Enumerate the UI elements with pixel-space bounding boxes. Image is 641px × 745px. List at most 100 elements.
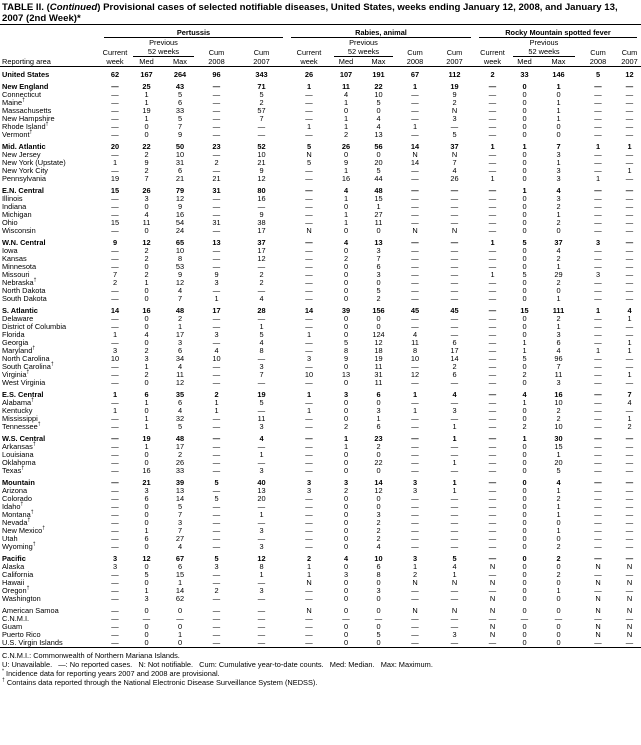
- area-label: Indiana: [2, 202, 27, 211]
- cell-value: 22: [142, 142, 151, 151]
- cell-value: —: [305, 90, 313, 99]
- cell-value: —: [411, 218, 419, 227]
- cell-value: 62: [110, 70, 120, 79]
- table-row: Virginia† — 2 11 — 7 10 13 31 12 6 — 2 11 — 1: [0, 370, 641, 379]
- area-name: E.N. Central: [0, 187, 100, 195]
- area-name: E.S. Central: [0, 391, 100, 399]
- cell-value: —: [411, 458, 419, 467]
- table-row: Michigan — 4 16 — 9 — 1 27 — — — 0 1 — —: [0, 211, 641, 219]
- cell-value: 0: [522, 90, 527, 99]
- cell-value: 1: [522, 398, 527, 407]
- table-row: Maine† — 1 6 — 2 — 1 5 — 2 — 0 1 — —: [0, 98, 641, 107]
- cell-value: —: [450, 218, 459, 227]
- cell-value: —: [488, 166, 497, 175]
- cell-value: 11: [374, 362, 383, 371]
- cell-value: 3: [376, 270, 381, 279]
- table-row: South Dakota —0 7 1 4—0 2— — —0 1— —: [0, 295, 641, 303]
- cell-value: 26: [175, 458, 185, 467]
- area-label: Utah: [2, 534, 18, 543]
- cell-value: 0: [343, 494, 349, 503]
- footnote-star-text: Incidence data for reporting years 2007 …: [6, 669, 220, 678]
- cell-value: 7: [144, 174, 149, 183]
- cell-value: —: [411, 186, 419, 195]
- area-label: Texas: [2, 466, 22, 475]
- table-row: Mid. Atlantic 20 22 50 23 52 5 26 56 14 37 1 1 7 1 1: [0, 143, 641, 151]
- cell-value: —: [111, 262, 119, 271]
- cell-value: —: [594, 338, 602, 347]
- cell-value: —: [625, 114, 634, 123]
- cell-value: —: [111, 518, 119, 527]
- cell-value: —: [594, 218, 602, 227]
- cell-value: 2: [556, 278, 561, 287]
- cell-value: —: [488, 226, 497, 235]
- cell-value: 4: [452, 562, 457, 571]
- cell-value: —: [111, 226, 119, 235]
- cell-value: —: [111, 122, 119, 131]
- area-name: Montana†: [0, 510, 100, 519]
- cell-value: —: [594, 570, 602, 579]
- cell-value: 0: [376, 502, 381, 511]
- cell-value: —: [111, 606, 119, 615]
- cell-value: 0: [522, 378, 527, 387]
- cell-value: —: [625, 270, 634, 279]
- cell-value: 111: [552, 306, 565, 315]
- area-label: Michigan: [2, 210, 32, 219]
- table-row: North Carolina 10 3 34 10 — 3 9 19 10 14 — 5 96 — —: [0, 355, 641, 363]
- cell-value: 4: [259, 338, 264, 347]
- cell-value: 3: [556, 174, 561, 183]
- cell-value: 5: [177, 114, 183, 123]
- cell-value: 8: [343, 346, 349, 355]
- cell-value: —: [450, 614, 459, 623]
- cell-value: 2: [627, 422, 632, 431]
- cell-value: —: [212, 370, 221, 379]
- cell-value: —: [212, 578, 221, 587]
- cell-value: 0: [144, 226, 149, 235]
- cell-value: 0: [522, 226, 527, 235]
- table-row: Ohio 15 11 54 31 38—1 11— — —0 2— —: [0, 219, 641, 227]
- cell-value: —: [411, 98, 419, 107]
- cell-value: 0: [522, 254, 527, 263]
- cell-value: 1: [144, 114, 149, 123]
- cell-value: 0: [177, 622, 183, 631]
- cell-value: 10: [374, 554, 383, 563]
- cell-value: 0: [144, 406, 149, 415]
- cell-value: —: [212, 518, 221, 527]
- area-name: Illinois: [0, 195, 100, 203]
- cell-value: 5: [259, 398, 264, 407]
- area-label: American Samoa: [2, 606, 59, 615]
- current-label: Current: [296, 47, 322, 57]
- cell-value: 0: [522, 246, 527, 255]
- cell-value: N: [306, 150, 312, 159]
- table-row: Pacific 3 12 67 5 12 2 4 10 3 5 — 0 2 — —: [0, 555, 641, 563]
- cell-value: —: [594, 494, 602, 503]
- area-label: Illinois: [2, 194, 23, 203]
- cell-value: 2: [556, 414, 561, 423]
- cell-value: 0: [522, 218, 527, 227]
- cell-value: 4: [452, 166, 457, 175]
- cell-value: 3: [595, 270, 601, 279]
- cell-value: 1: [343, 166, 349, 175]
- cell-value: —: [488, 442, 497, 451]
- cell-value: 1: [343, 210, 349, 219]
- cell-value: 23: [212, 142, 221, 151]
- cell-value: —: [450, 186, 459, 195]
- table-row: Hawaii — 0 1 — — N 0 0 N N N 0 0 N N: [0, 579, 641, 587]
- cell-value: —: [212, 98, 221, 107]
- cell-value: 0: [144, 338, 149, 347]
- cell-value: —: [257, 630, 266, 639]
- cell-value: —: [450, 122, 459, 131]
- cum-label: Cum: [446, 47, 463, 57]
- cell-value: 1: [522, 186, 527, 195]
- table-row: Louisiana — 0 2 — 1 — 0 0 — — — 0 1 — —: [0, 451, 641, 459]
- cell-value: —: [257, 606, 266, 615]
- cell-value: —: [111, 338, 119, 347]
- cell-value: —: [488, 518, 497, 527]
- cell-value: 0: [522, 322, 527, 331]
- cell-value: —: [625, 570, 634, 579]
- cell-value: —: [618, 639, 641, 648]
- cell-value: 2: [376, 534, 381, 543]
- table-row: Alabama† — 1 6 1 5 — 0 0 — — — 1 10 — 4: [0, 398, 641, 407]
- cell-value: —: [594, 294, 602, 303]
- cell-value: 0: [343, 594, 349, 603]
- cell-value: —: [411, 270, 419, 279]
